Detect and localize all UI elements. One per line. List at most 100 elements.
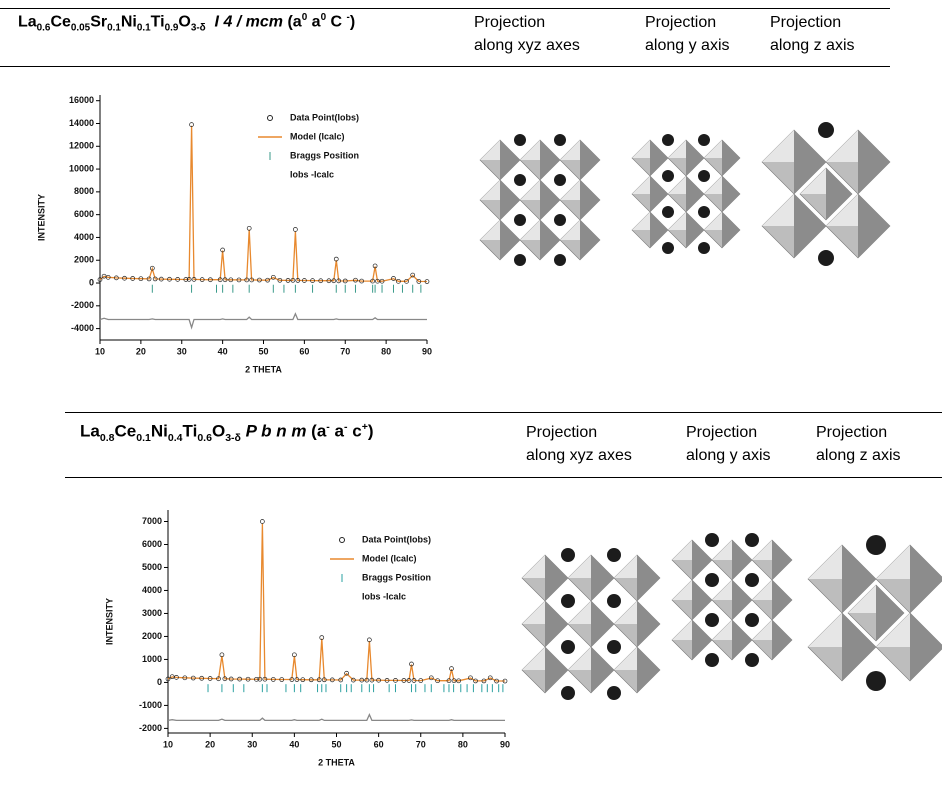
formula-part: La	[18, 13, 37, 30]
atom	[514, 134, 526, 146]
octahedron-face	[500, 140, 520, 180]
octahedron-face	[722, 212, 740, 248]
y-tick-label: -4000	[71, 323, 94, 333]
atom	[662, 206, 674, 218]
legend-key	[268, 116, 273, 121]
octahedron-face	[591, 647, 614, 693]
octahedron-face	[686, 176, 704, 212]
projection-header: Projection along xyz axes	[474, 11, 586, 57]
octahedron-face	[591, 601, 614, 647]
y-tick-label: 12000	[69, 141, 94, 151]
atom	[866, 535, 886, 555]
octahedron-face	[540, 140, 560, 180]
octahedron-face	[650, 212, 668, 248]
octahedron-face	[910, 545, 942, 613]
formula-part: Sr	[90, 13, 107, 30]
octahedron-face	[672, 540, 692, 560]
y-axis-label: INTENSITY	[36, 194, 46, 241]
y-tick-label: 8000	[74, 186, 94, 196]
legend-label: Data Point(Iobs)	[362, 534, 431, 544]
formula-part: 0.6	[197, 432, 212, 444]
octahedron-face	[480, 140, 500, 160]
octahedron-face	[637, 647, 660, 693]
atom	[662, 134, 674, 146]
y-tick-label: -2000	[139, 723, 162, 733]
y-tick-label: 5000	[142, 562, 162, 572]
table-rule	[65, 412, 942, 413]
legend-key	[340, 538, 345, 543]
x-tick-label: 20	[205, 739, 215, 749]
x-tick-label: 30	[177, 346, 187, 356]
y-tick-label: 10000	[69, 163, 94, 173]
formula-part: (a	[283, 13, 302, 30]
y-tick-label: -2000	[71, 300, 94, 310]
octahedron-face	[545, 647, 568, 693]
projection-header: Projection along z axis	[816, 421, 928, 467]
formula-part: 3-δ	[225, 432, 241, 444]
formula-part: a	[330, 422, 344, 441]
legend-label: Iobs -Icalc	[290, 169, 334, 179]
y-tick-label: 2000	[142, 631, 162, 641]
formula-part: 0.1	[137, 23, 151, 34]
series-line	[168, 524, 505, 681]
x-tick-label: 70	[340, 346, 350, 356]
octahedron-face	[722, 140, 740, 176]
y-tick-label: 2000	[74, 255, 94, 265]
formula-part: P b n m	[241, 422, 307, 441]
legend-label: Iobs -Icalc	[362, 591, 406, 601]
atom	[662, 170, 674, 182]
formula-part: 0.05	[71, 23, 90, 34]
atom	[607, 686, 621, 700]
projection-header: Projection along xyz axes	[526, 421, 638, 467]
formula-part: 3-δ	[191, 23, 206, 34]
octahedron-face	[772, 540, 792, 580]
atom	[554, 174, 566, 186]
octahedron-face	[500, 220, 520, 260]
octahedron-face	[545, 601, 568, 647]
x-tick-label: 60	[374, 739, 384, 749]
atom	[662, 242, 674, 254]
x-tick-label: 90	[422, 346, 432, 356]
octahedron-face	[910, 613, 942, 681]
formula-part: Ti	[183, 422, 198, 441]
formula-part: )	[350, 13, 355, 30]
atom	[554, 254, 566, 266]
atom	[745, 613, 759, 627]
formula-part: O	[178, 13, 190, 30]
atom	[554, 134, 566, 146]
octahedron-face	[672, 580, 692, 600]
atom	[705, 573, 719, 587]
atom	[698, 206, 710, 218]
octahedron-face	[580, 180, 600, 220]
series-line	[168, 715, 505, 721]
octahedron-face	[686, 140, 704, 176]
y-tick-label: 3000	[142, 608, 162, 618]
octahedron-face	[686, 212, 704, 248]
octahedron-face	[650, 140, 668, 176]
octahedron-face	[858, 130, 890, 194]
atom	[745, 573, 759, 587]
atom	[607, 640, 621, 654]
octahedron-face	[772, 580, 792, 620]
octahedron-face	[650, 176, 668, 212]
y-tick-label: 16000	[69, 95, 94, 105]
octahedron-face	[637, 555, 660, 601]
octahedron-face	[808, 613, 842, 647]
atom	[818, 250, 834, 266]
atom	[514, 174, 526, 186]
table-rule	[0, 66, 890, 67]
x-tick-label: 10	[163, 739, 173, 749]
x-axis-label: 2 THETA	[245, 364, 282, 374]
legend-label: Braggs Position	[290, 150, 359, 160]
octahedron-face	[480, 220, 500, 240]
y-tick-label: 6000	[74, 209, 94, 219]
formula-part: 0.6	[37, 23, 51, 34]
x-axis-label: 2 THETA	[318, 757, 355, 767]
octahedron-face	[858, 194, 890, 258]
octahedron-face	[545, 555, 568, 601]
legend-label: Model (Icalc)	[290, 131, 345, 141]
octahedron-face	[480, 180, 500, 200]
series-line	[100, 126, 427, 282]
atom	[561, 640, 575, 654]
atom	[514, 254, 526, 266]
